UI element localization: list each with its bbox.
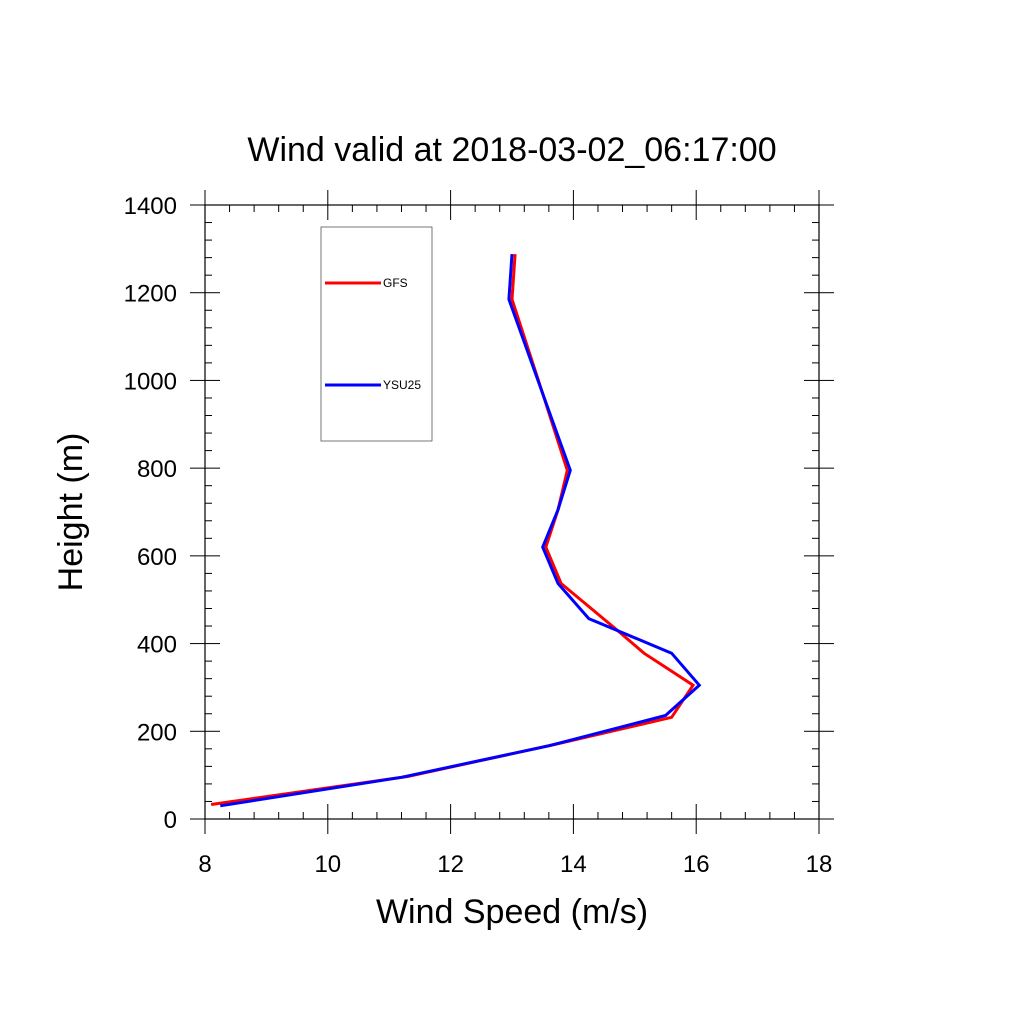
y-tick-label: 1200 — [124, 281, 177, 308]
series-line-gfs — [210, 253, 696, 806]
series-line-ysu25 — [220, 253, 702, 808]
y-tick-label: 1000 — [124, 368, 177, 395]
y-tick-label: 600 — [137, 544, 177, 571]
x-tick-labels: 8 10 12 14 16 18 — [198, 851, 832, 878]
series-layer — [210, 253, 702, 808]
y-tick-label: 800 — [137, 456, 177, 483]
legend-label-ysu25: YSU25 — [383, 378, 421, 392]
x-tick-label: 16 — [683, 851, 710, 878]
y-tick-label: 200 — [137, 719, 177, 746]
legend: GFS YSU25 — [320, 226, 433, 442]
y-tick-label: 0 — [164, 807, 177, 834]
x-tick-label: 18 — [806, 851, 833, 878]
x-tick-label: 12 — [437, 851, 464, 878]
legend-label-gfs: GFS — [383, 276, 408, 290]
y-tick-label: 1400 — [124, 193, 177, 220]
chart-title: Wind valid at 2018-03-02_06:17:00 — [247, 131, 776, 169]
x-axis-label: Wind Speed (m/s) — [376, 893, 648, 931]
x-tick-label: 14 — [560, 851, 587, 878]
y-tick-label: 400 — [137, 632, 177, 659]
y-tick-labels: 0 200 400 600 800 1000 1200 1400 — [124, 193, 177, 834]
x-tick-label: 8 — [198, 851, 211, 878]
plot-frame — [204, 204, 820, 820]
axis-ticks — [190, 190, 834, 834]
y-axis-label: Height (m) — [52, 433, 90, 592]
x-tick-label: 10 — [314, 851, 341, 878]
legend-box — [320, 226, 433, 442]
